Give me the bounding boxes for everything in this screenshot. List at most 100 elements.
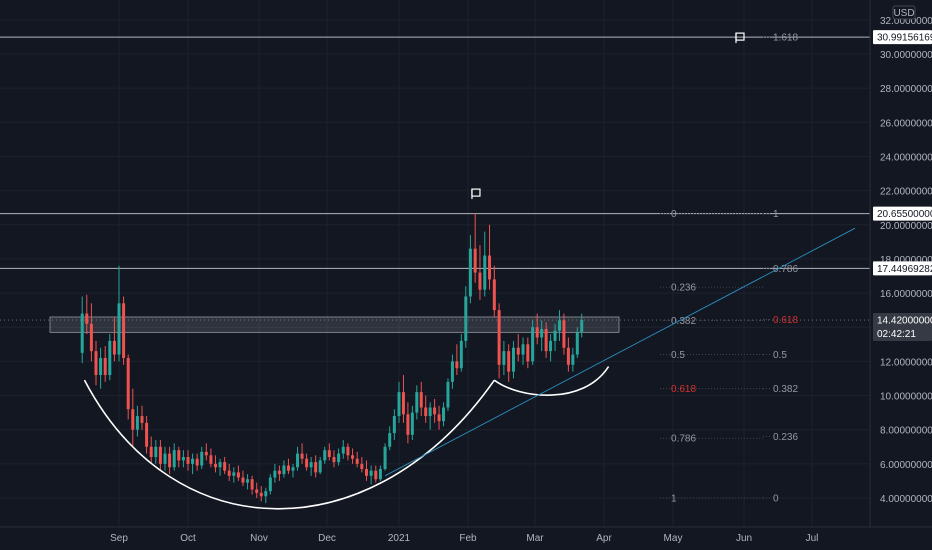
candle [112,316,116,362]
candle [571,347,575,372]
candle [392,409,396,440]
candle [337,448,341,466]
candle-body [516,347,520,355]
candle [191,453,195,475]
candle-body [468,248,472,297]
candle [388,426,392,451]
candle-body [521,344,525,355]
candle [437,405,441,430]
candle-body [455,361,459,369]
time-tick-label: Sep [110,533,128,544]
candle-body [502,351,506,365]
candle [89,303,93,362]
candle [433,398,437,423]
candle [149,436,153,464]
candle-body [401,392,405,415]
price-axis[interactable]: 4.00000000 6.00000000 8.00000000 10.0000000… [880,16,932,505]
price-tick-label: 8.00000000 [880,426,932,437]
candle-body [557,320,561,331]
fib-extension-label: 1.618 [773,33,798,44]
time-tick-label: Feb [459,533,477,544]
time-axis[interactable]: Sep Oct Nov Dec 2021 Feb Mar Apr May Jun Jul [110,533,818,544]
candle-body [268,477,272,492]
candle [562,313,566,355]
fib-extension-label: 0.618 [773,315,798,326]
candle [135,405,139,437]
candle [318,457,322,475]
candle [218,458,222,476]
candle-body [131,409,135,430]
candle [268,474,272,495]
candle-body [112,340,116,355]
candle [374,465,378,483]
candle-body [300,453,304,459]
candle-body [488,255,492,280]
price-tick-label: 26.00000000 [880,118,932,129]
candle [282,460,286,478]
candle-body [511,347,515,372]
current-price-box [873,313,932,342]
price-tick-label: 10.00000000 [880,392,932,403]
resistance-zone-box [49,316,620,333]
candle [227,463,231,481]
time-tick-label: May [664,533,683,544]
candle-body [388,433,392,447]
candle [531,320,535,365]
candle [553,323,557,352]
candle-body [392,416,396,434]
candle [549,334,553,362]
candle [516,334,520,362]
handle-arc [493,366,610,396]
candle [455,344,459,376]
candle [250,475,254,495]
candle-body [213,463,217,468]
candle [108,334,112,381]
fib-extension-label: 0.236 [773,432,798,443]
candle-body [291,467,295,471]
candle-body [459,340,463,369]
price-tick-label: 20.00000000 [880,221,932,232]
candle-body [355,458,359,464]
candle-body [446,381,450,408]
price-tick-label: 30.00000000 [880,50,932,61]
candle-body [218,462,222,468]
price-tick-label: 4.00000000 [880,494,932,505]
candle [291,463,295,478]
candle-body [168,453,172,468]
currency-badge[interactable]: USD [892,5,916,20]
fib-retracement-label: 0 [671,209,677,220]
candle [351,448,355,464]
drawings [83,227,856,510]
candle-body [195,458,199,466]
currency-label: USD [893,8,914,19]
candle [273,463,277,483]
candle [446,378,450,411]
candle [521,337,525,365]
candle-body [483,255,487,290]
fib-retracement-label: 0.786 [671,434,696,445]
candle-body [103,357,107,376]
candle [277,465,281,481]
candle [473,213,477,283]
candle [557,310,561,341]
price-tag: 17.44969282 [873,261,932,276]
candle-body [236,472,240,478]
candle-body [191,458,195,464]
candle-body [406,414,410,435]
candles [80,213,584,504]
price-tag: 30.99156169 [873,30,932,45]
candle-body [535,327,539,338]
countdown-label: 02:42:21 [877,329,916,340]
candle-body [332,457,336,463]
candle [209,448,213,468]
candle-body [246,479,250,483]
candle [575,327,579,358]
candle [406,402,410,444]
candle-body [273,470,277,478]
candle-body [181,457,185,461]
candle [378,465,382,481]
price-tick-label: 18.00000000 [880,255,932,266]
candle [544,322,548,358]
candle [483,231,487,297]
